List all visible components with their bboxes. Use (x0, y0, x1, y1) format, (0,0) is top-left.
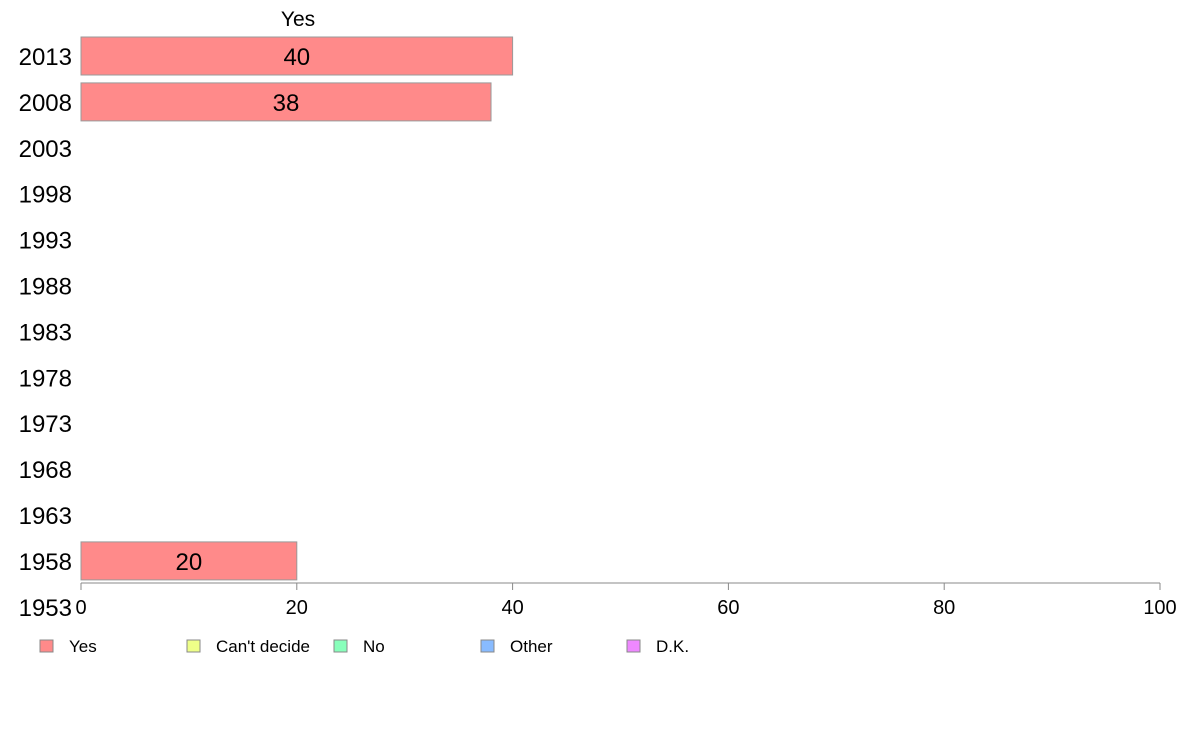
legend-swatch (333, 639, 348, 653)
x-tick-label: 0 (75, 597, 86, 619)
y-tick-label: 1988 (19, 274, 72, 301)
bar (80, 36, 514, 76)
x-tick-label: 80 (933, 597, 955, 619)
legend: Yes Can't decide No Other D.K. (39, 637, 689, 656)
bar (80, 541, 298, 581)
bar-value-label: 20 (176, 549, 203, 576)
y-tick-label: 1953 (19, 595, 72, 622)
y-tick-label: 2008 (19, 90, 72, 117)
bar-value-label: 40 (283, 44, 310, 71)
y-tick-label: 2013 (19, 44, 72, 71)
series-title: Yes (281, 8, 315, 31)
y-tick-label: 1993 (19, 228, 72, 255)
bar-value-label: 38 (273, 90, 300, 117)
legend-label: Other (510, 637, 553, 656)
x-tick-label: 100 (1143, 597, 1176, 619)
x-tick-label: 40 (501, 597, 523, 619)
legend-label: D.K. (656, 637, 689, 656)
y-tick-label: 1983 (19, 319, 72, 346)
legend-label: Yes (69, 637, 97, 656)
x-tick-label: 20 (286, 597, 308, 619)
legend-swatch (480, 639, 495, 653)
legend-swatch (39, 639, 54, 653)
y-tick-label: 1973 (19, 411, 72, 438)
y-tick-label: 1958 (19, 549, 72, 576)
bars-group: 40 38 20 (80, 36, 514, 581)
y-axis-labels: 2013 2008 2003 1998 1993 1988 1983 1978 1973 1968… (19, 44, 72, 622)
legend-swatch (186, 639, 201, 653)
y-tick-label: 1978 (19, 365, 72, 392)
y-tick-label: 2003 (19, 136, 72, 163)
x-axis-ticks: 0 20 40 60 80 100 (75, 583, 1177, 619)
legend-label: No (363, 637, 385, 656)
legend-swatch (626, 639, 641, 653)
bar (80, 82, 492, 122)
y-tick-label: 1963 (19, 503, 72, 530)
legend-label: Can't decide (216, 637, 310, 656)
y-tick-label: 1998 (19, 182, 72, 209)
x-tick-label: 60 (717, 597, 739, 619)
y-tick-label: 1968 (19, 457, 72, 484)
